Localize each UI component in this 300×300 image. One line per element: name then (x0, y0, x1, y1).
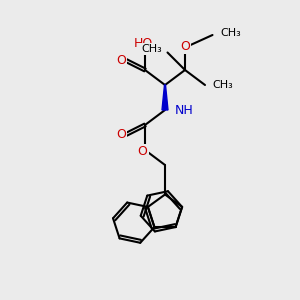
Text: HO: HO (134, 37, 153, 50)
Text: O: O (138, 145, 147, 158)
Text: O: O (116, 128, 126, 142)
Text: CH₃: CH₃ (220, 28, 241, 38)
Text: CH₃: CH₃ (212, 80, 233, 90)
Text: NH: NH (175, 103, 194, 116)
Text: O: O (180, 40, 190, 53)
Text: O: O (116, 53, 126, 67)
Polygon shape (162, 85, 168, 110)
Text: CH₃: CH₃ (142, 44, 163, 54)
